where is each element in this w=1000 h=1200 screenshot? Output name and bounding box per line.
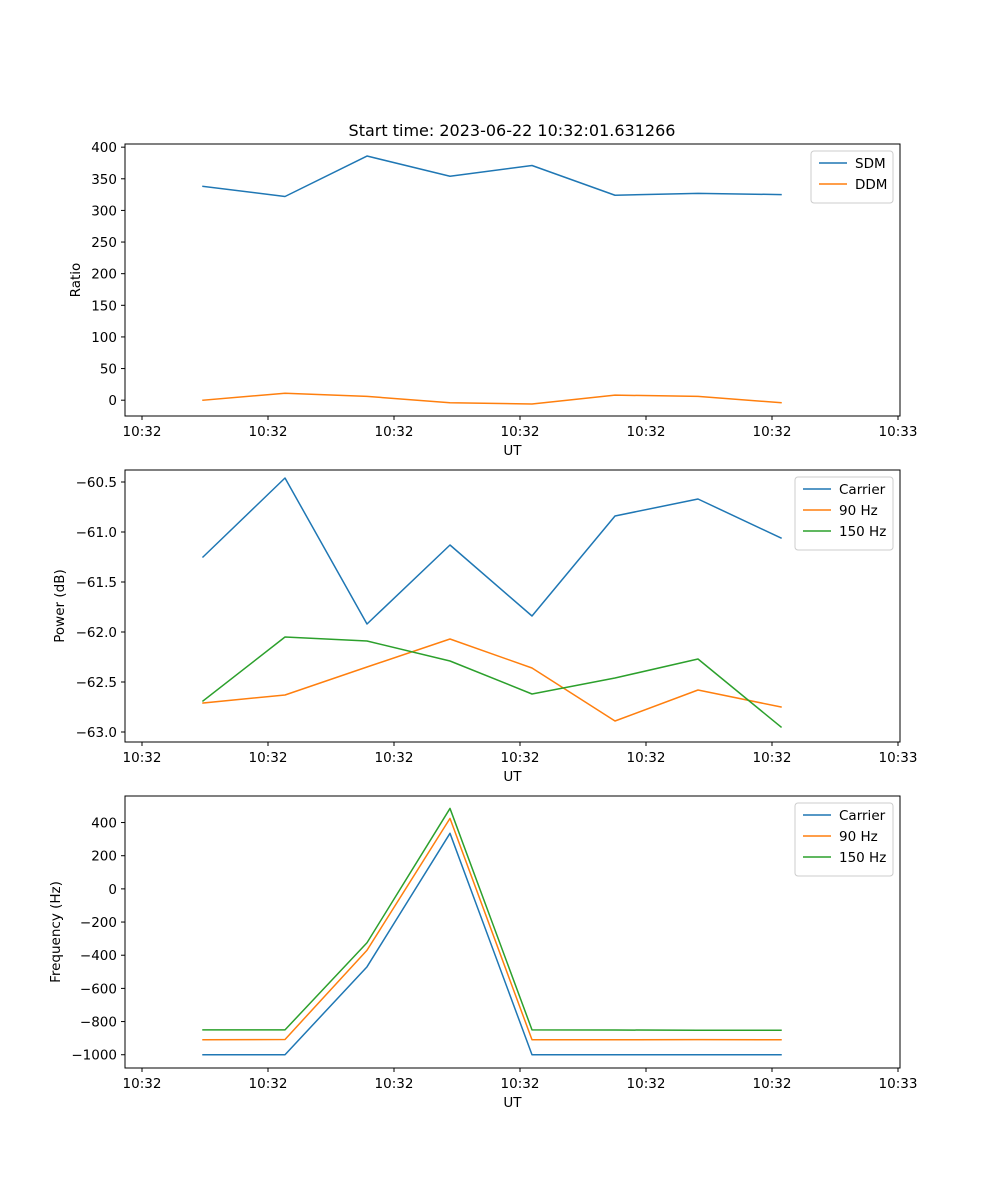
legend-label: DDM xyxy=(855,177,887,193)
axes-frame xyxy=(124,795,901,1069)
legend-label: 90 Hz xyxy=(839,503,878,519)
series-line-ddm xyxy=(202,392,782,405)
series-line-sdm xyxy=(202,155,782,198)
y-tick-label: −62.0 xyxy=(76,625,117,641)
y-tick-label: −600 xyxy=(80,981,117,997)
y-tick-label: −1000 xyxy=(71,1048,117,1064)
y-tick-label: 200 xyxy=(91,267,117,283)
x-axis-label: UT xyxy=(503,1095,522,1111)
y-tick-label: −61.0 xyxy=(76,525,117,541)
x-tick-label: 10:33 xyxy=(879,750,918,766)
x-tick-label: 10:32 xyxy=(375,424,414,440)
figure-title: Start time: 2023-06-22 10:32:01.631266 xyxy=(349,121,676,140)
x-tick-label: 10:32 xyxy=(123,1076,162,1092)
series-line-90-hz xyxy=(202,638,782,722)
legend-label: Carrier xyxy=(839,808,886,824)
y-tick-label: 400 xyxy=(91,816,117,832)
y-tick-label: 400 xyxy=(91,140,117,156)
x-tick-label: 10:33 xyxy=(879,1076,918,1092)
chart-panel-2: −63.0 −62.5 −62.0 −61.5 −61.0 −60.5 10:32 10:32… xyxy=(52,469,918,785)
axes-frame xyxy=(124,469,901,743)
y-axis-label: Ratio xyxy=(68,263,84,298)
y-tick-label: 150 xyxy=(91,298,117,314)
series-line-carrier xyxy=(202,832,782,1056)
y-tick-label: −60.5 xyxy=(76,475,117,491)
legend-box xyxy=(810,150,894,204)
series-line-150-hz xyxy=(202,807,782,1031)
x-tick-label: 10:32 xyxy=(249,424,288,440)
y-tick-label: −61.5 xyxy=(76,575,117,591)
axes-frame xyxy=(124,143,901,417)
x-tick-label: 10:32 xyxy=(753,750,792,766)
series-line-90-hz xyxy=(202,817,782,1041)
legend: SDM DDM xyxy=(810,150,894,204)
chart-panel-1: 0 50 100 150 200 250 300 350 400 10:32 10:32 10:32 1… xyxy=(68,140,917,459)
x-tick-label: 10:32 xyxy=(753,424,792,440)
x-axis-label: UT xyxy=(503,769,522,785)
y-tick-label: 50 xyxy=(100,362,117,378)
series-line-150-hz xyxy=(201,636,783,729)
y-tick-label: 0 xyxy=(108,882,117,898)
y-tick-label: 300 xyxy=(91,203,117,219)
x-tick-label: 10:32 xyxy=(249,750,288,766)
legend-label: 150 Hz xyxy=(839,850,886,866)
y-tick-label: 250 xyxy=(91,235,117,251)
y-axis-label: Power (dB) xyxy=(52,569,68,642)
legend: Carrier 90 Hz 150 Hz xyxy=(794,802,894,877)
y-tick-label: −800 xyxy=(80,1015,117,1031)
x-axis-label: UT xyxy=(503,443,522,459)
y-tick-label: 200 xyxy=(91,849,117,865)
x-tick-label: 10:32 xyxy=(375,1076,414,1092)
y-tick-label: 350 xyxy=(91,172,117,188)
y-tick-label: 0 xyxy=(108,393,117,409)
x-tick-label: 10:32 xyxy=(501,424,540,440)
x-tick-label: 10:32 xyxy=(627,424,666,440)
y-tick-label: −200 xyxy=(80,915,117,931)
x-tick-label: 10:32 xyxy=(249,1076,288,1092)
y-tick-label: 100 xyxy=(91,330,117,346)
chart-panel-3: −1000 −800 −600 −400 −200 0 200 400 10:32 10:32 10… xyxy=(48,795,918,1111)
y-axis-label: Frequency (Hz) xyxy=(48,881,64,983)
x-tick-label: 10:33 xyxy=(879,424,918,440)
legend-label: 150 Hz xyxy=(839,524,886,540)
x-tick-label: 10:32 xyxy=(501,1076,540,1092)
x-tick-label: 10:32 xyxy=(627,1076,666,1092)
series-line-carrier xyxy=(201,477,782,625)
y-tick-label: −62.5 xyxy=(76,675,117,691)
y-tick-label: −400 xyxy=(80,948,117,964)
x-tick-label: 10:32 xyxy=(753,1076,792,1092)
x-tick-label: 10:32 xyxy=(123,750,162,766)
x-tick-label: 10:32 xyxy=(627,750,666,766)
x-tick-label: 10:32 xyxy=(375,750,414,766)
legend: Carrier 90 Hz 150 Hz xyxy=(794,476,894,551)
charts: 0 50 100 150 200 250 300 350 400 10:32 10:32 10:32 1… xyxy=(48,140,917,1111)
y-tick-label: −63.0 xyxy=(76,725,117,741)
legend-label: Carrier xyxy=(839,482,886,498)
legend-label: 90 Hz xyxy=(839,829,878,845)
legend-label: SDM xyxy=(855,156,886,172)
x-tick-label: 10:32 xyxy=(501,750,540,766)
x-tick-label: 10:32 xyxy=(123,424,162,440)
